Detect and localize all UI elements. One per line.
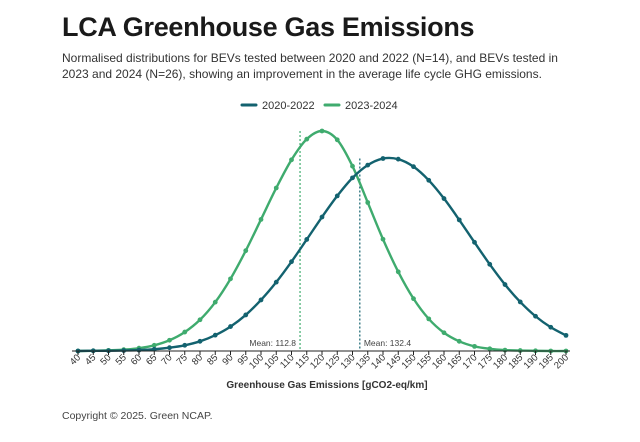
data-point-2020-2022-150 [411, 164, 416, 170]
data-point-2020-2022-160 [441, 196, 447, 201]
data-point-2020-2022-155 [426, 177, 432, 183]
data-point-2020-2022-105 [273, 279, 279, 285]
data-point-2020-2022-185 [517, 299, 523, 305]
series-line-2020-2022 [77, 156, 567, 353]
data-point-2020-2022-70 [167, 345, 172, 351]
data-point-2023-2024-80 [197, 317, 203, 323]
data-point-2023-2024-105 [273, 185, 279, 191]
x-tick-label-85: 85 [205, 352, 220, 367]
data-point-2020-2022-85 [212, 332, 218, 338]
x-axis: 40 45 50 55 60 65 70 75 80 85 90 951001051101151201… [68, 350, 571, 371]
data-point-2023-2024-145 [395, 269, 401, 275]
data-point-2023-2024-165 [456, 338, 462, 344]
mean-label-2023-2024: Mean: 112.8 [249, 338, 296, 348]
data-point-2020-2022-65 [151, 346, 157, 352]
data-point-2020-2022-130 [350, 175, 355, 181]
data-point-2020-2022-80 [197, 338, 203, 344]
legend-label-2020-2022: 2020-2022 [262, 100, 315, 112]
data-point-2020-2022-190 [533, 313, 538, 319]
data-point-2023-2024-75 [182, 329, 188, 335]
data-point-2023-2024-95 [243, 248, 249, 254]
data-point-2023-2024-170 [472, 343, 477, 349]
data-point-2023-2024-140 [380, 236, 386, 242]
x-tick-label-55: 55 [114, 352, 129, 367]
data-point-2020-2022-75 [182, 342, 188, 348]
chart-subtitle: Normalised distributions for BEVs tested… [62, 51, 558, 81]
data-point-2020-2022-95 [243, 312, 249, 318]
data-point-2023-2024-125 [334, 137, 340, 143]
copyright-footer: Copyright © 2025. Green NCAP. [62, 410, 213, 422]
data-point-2023-2024-155 [426, 316, 432, 322]
data-point-2020-2022-165 [456, 217, 462, 223]
x-tick-label-200: 200 [552, 352, 571, 371]
data-point-2023-2024-70 [167, 337, 172, 343]
legend-label-2023-2024: 2023-2024 [345, 100, 398, 112]
x-tick-label-45: 45 [83, 352, 98, 367]
chart-legend: 2020-2022 2023-2024 [240, 100, 398, 112]
x-tick-label-80: 80 [190, 352, 205, 367]
x-tick-label-90: 90 [220, 352, 235, 367]
series-line-2023-2024 [77, 129, 567, 353]
data-point-2023-2024-135 [365, 200, 371, 205]
plot-area: Mean: 132.4 Mean: 112.8 [75, 128, 569, 354]
data-point-2020-2022-145 [395, 156, 401, 162]
x-tick-label-60: 60 [129, 352, 144, 367]
data-point-2020-2022-175 [487, 261, 493, 267]
data-point-2020-2022-140 [380, 156, 386, 161]
x-tick-label-65: 65 [144, 352, 159, 367]
chart-title: LCA Greenhouse Gas Emissions [62, 12, 475, 42]
data-point-2020-2022-195 [548, 324, 554, 330]
data-point-2023-2024-175 [487, 346, 493, 352]
data-point-2020-2022-120 [319, 214, 325, 220]
data-point-2023-2024-65 [151, 342, 157, 348]
data-point-2023-2024-90 [228, 276, 233, 282]
data-point-2023-2024-130 [350, 163, 355, 169]
x-axis-label: Greenhouse Gas Emissions [gCO2-eq/km] [226, 380, 427, 391]
data-point-2020-2022-125 [334, 193, 340, 199]
data-point-2020-2022-135 [365, 162, 371, 168]
data-point-2020-2022-110 [289, 259, 294, 265]
x-tick-label-75: 75 [175, 352, 190, 367]
data-point-2023-2024-110 [289, 157, 294, 163]
x-tick-label-70: 70 [159, 352, 174, 367]
data-point-2023-2024-85 [212, 299, 218, 305]
data-point-2023-2024-100 [258, 217, 264, 222]
data-point-2023-2024-120 [319, 128, 325, 134]
data-point-2020-2022-200 [563, 332, 569, 338]
data-point-2020-2022-170 [472, 239, 477, 245]
x-tick-label-40: 40 [68, 352, 83, 367]
data-point-2023-2024-150 [411, 296, 416, 302]
data-point-2020-2022-180 [502, 282, 508, 287]
data-point-2023-2024-115 [304, 136, 310, 142]
data-point-2020-2022-90 [228, 324, 233, 329]
data-point-2023-2024-160 [441, 330, 447, 336]
mean-label-2020-2022: Mean: 132.4 [364, 338, 412, 348]
x-tick-label-50: 50 [98, 352, 113, 367]
data-point-2020-2022-100 [258, 297, 264, 303]
data-point-2020-2022-115 [304, 237, 310, 242]
